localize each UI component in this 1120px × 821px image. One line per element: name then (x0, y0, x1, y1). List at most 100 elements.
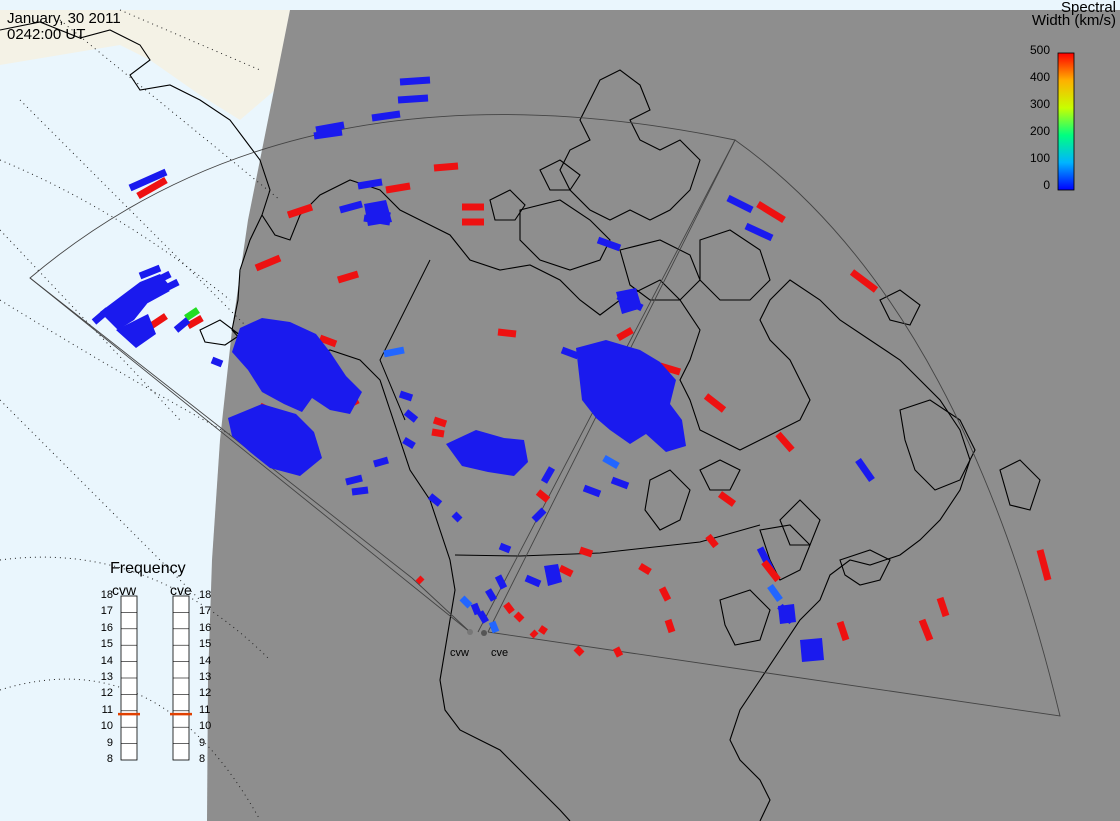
echo-segment (616, 326, 634, 342)
echo-segment (513, 611, 525, 623)
frequency-label-cvw: cvw (112, 582, 137, 598)
echo-segment (315, 121, 345, 134)
frequency-tick-left-8: 8 (106, 753, 113, 765)
echo-segment (775, 431, 795, 453)
echo-segment (498, 542, 512, 554)
echo-segment (705, 533, 719, 549)
frequency-tick-left-12: 12 (100, 687, 113, 700)
echo-segment (596, 236, 622, 252)
time-label: 0242:00 UT (7, 26, 86, 43)
echo-segment (431, 428, 445, 438)
echo-segment (836, 620, 850, 642)
echo-segment (578, 546, 594, 558)
colorbar-tick-100: 100 (1029, 151, 1050, 165)
echo-segment (529, 629, 539, 639)
echo-segment (494, 574, 508, 590)
echo-segment (136, 176, 168, 200)
frequency-tick-right-9: 9 (199, 736, 206, 749)
frequency-tick-right-16: 16 (199, 621, 212, 634)
echo-region (116, 314, 156, 348)
frequency-tick-left-13: 13 (100, 671, 113, 683)
echo-segment (403, 409, 419, 423)
echo-segment (849, 269, 879, 293)
frequency-tick-right-15: 15 (199, 638, 212, 651)
echo-segment (128, 168, 168, 192)
echo-segment (433, 162, 459, 172)
frequency-tick-left-15: 15 (100, 638, 113, 651)
echo-segment (459, 595, 473, 609)
frequency-tick-right-11: 11 (199, 703, 211, 716)
station-label-cve: cve (491, 647, 509, 659)
echo-segment (767, 583, 783, 603)
echo-segment (612, 646, 624, 658)
echo-segment (744, 222, 774, 242)
echo-segment (726, 194, 754, 214)
colorbar-tick-200: 200 (1029, 124, 1050, 138)
echo-region (616, 288, 642, 314)
echo-segment (756, 201, 786, 223)
echo-segment (318, 334, 338, 348)
echo-segment (397, 94, 429, 104)
echo-segment (313, 128, 343, 140)
echo-segment (703, 393, 727, 413)
echo-segment (602, 454, 620, 470)
colorbar-tick-0: 0 (1043, 178, 1050, 192)
echo-segment (488, 620, 500, 634)
echo-segment (638, 562, 652, 576)
colorbar (1057, 52, 1075, 191)
echo-segment (470, 602, 482, 616)
echo-segment (432, 416, 448, 428)
sunlit-land-alaska (0, 10, 290, 120)
echo-segment (254, 254, 282, 272)
frequency-title: Frequency (110, 560, 186, 577)
echo-segment (535, 489, 551, 503)
station-label-cvw: cvw (450, 647, 469, 659)
echo-region (446, 430, 528, 476)
echo-segment (210, 356, 224, 368)
frequency-tick-right-8: 8 (199, 753, 206, 765)
echo-segment (531, 507, 547, 523)
colorbar-title-line1: Spectral (1060, 0, 1116, 16)
colorbar-tick-400: 400 (1029, 70, 1050, 84)
echo-segment (385, 182, 411, 194)
echo-segment (173, 317, 191, 333)
echo-segment (664, 618, 676, 634)
echo-segment (761, 559, 781, 583)
frequency-tick-left-14: 14 (100, 654, 113, 667)
echo-segment (538, 625, 548, 635)
echo-region (232, 318, 362, 414)
frequency-tick-right-12: 12 (199, 687, 212, 700)
echo-segment (936, 596, 950, 618)
echo-segment (503, 601, 515, 615)
frequency-tick-right-17: 17 (199, 605, 212, 618)
scatter-echoes (91, 76, 1052, 662)
echo-segment (383, 346, 405, 358)
frequency-bar-cve (170, 595, 192, 761)
frequency-tick-right-18: 18 (199, 589, 212, 601)
echo-segment (339, 200, 363, 214)
echo-segment (371, 110, 401, 122)
echo-region (576, 340, 686, 452)
frequency-tick-left-9: 9 (106, 736, 113, 749)
echo-segment (855, 457, 875, 483)
radar-site-cvw (467, 629, 473, 635)
echo-segment (186, 314, 204, 330)
frequency-bars (118, 595, 192, 761)
frequency-tick-left-10: 10 (100, 720, 113, 733)
echo-segment (484, 588, 498, 602)
echo-segment (560, 346, 580, 360)
colorbar-tick-500: 500 (1029, 43, 1050, 57)
frequency-tick-left-11: 11 (101, 703, 113, 716)
frequency-tick-right-14: 14 (199, 654, 212, 667)
frequency-tick-left-18: 18 (100, 589, 113, 601)
echo-segment (415, 575, 425, 585)
frequency-tick-right-10: 10 (199, 720, 212, 733)
echo-segment (345, 474, 363, 486)
echo-region (800, 638, 824, 662)
echo-segment (336, 270, 360, 284)
frequency-tick-right-13: 13 (199, 671, 212, 683)
sunlit-ocean (0, 10, 290, 821)
colorbar-title-line2: Width (km/s) (1031, 12, 1116, 29)
echo-segment (402, 436, 416, 450)
